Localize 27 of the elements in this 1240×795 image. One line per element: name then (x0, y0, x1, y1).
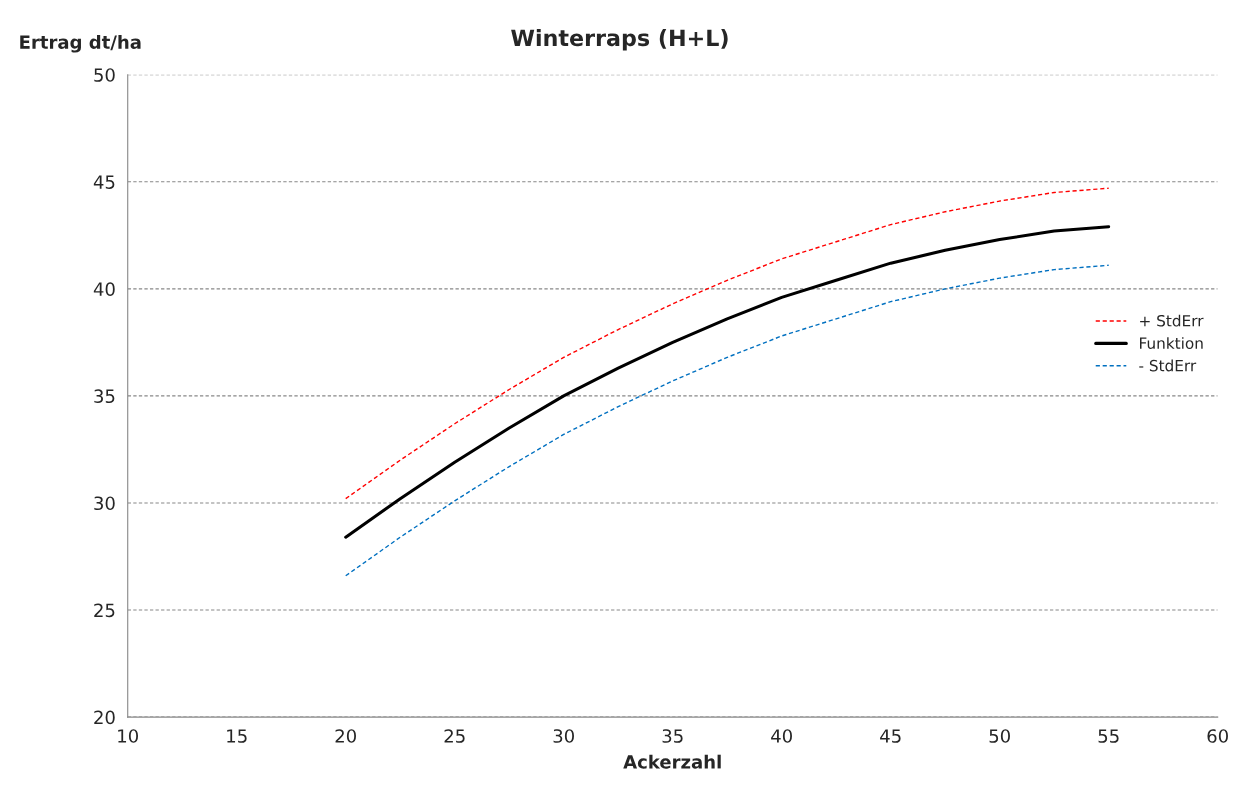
x-tick-label: 60 (1207, 729, 1228, 743)
y-tick-label: 20 (94, 710, 115, 725)
line-series (345, 264, 1110, 577)
legend-label: + StdErr (1140, 314, 1204, 327)
x-tick-label: 40 (771, 729, 792, 743)
line-series (344, 225, 1111, 539)
y-tick-label: 30 (94, 496, 115, 511)
y-axis-title: Ertrag dt/ha (20, 34, 141, 53)
line-series (345, 187, 1110, 500)
x-tick-label: 10 (118, 729, 139, 743)
x-tick-label: 50 (989, 729, 1010, 743)
y-tick-label: 35 (94, 389, 115, 404)
legend-label: Funktion (1140, 337, 1203, 349)
x-tick-label: 20 (335, 729, 356, 743)
x-tick-label: 35 (662, 729, 683, 743)
x-axis-title: Ackerzahl (623, 754, 721, 769)
x-tick-label: 55 (1098, 729, 1119, 743)
y-tick-label: 25 (94, 603, 115, 618)
x-tick-label: 15 (227, 729, 247, 743)
y-tick-label: 50 (94, 68, 115, 82)
x-tick-label: 30 (553, 729, 574, 743)
x-tick-label: 45 (880, 729, 901, 743)
chart-title: Winterraps (H+L) (511, 29, 728, 51)
x-tick-label: 25 (444, 729, 465, 743)
y-tick-label: 40 (93, 282, 115, 296)
legend-label: - StdErr (1139, 359, 1197, 372)
y-tick-label: 45 (93, 175, 115, 189)
